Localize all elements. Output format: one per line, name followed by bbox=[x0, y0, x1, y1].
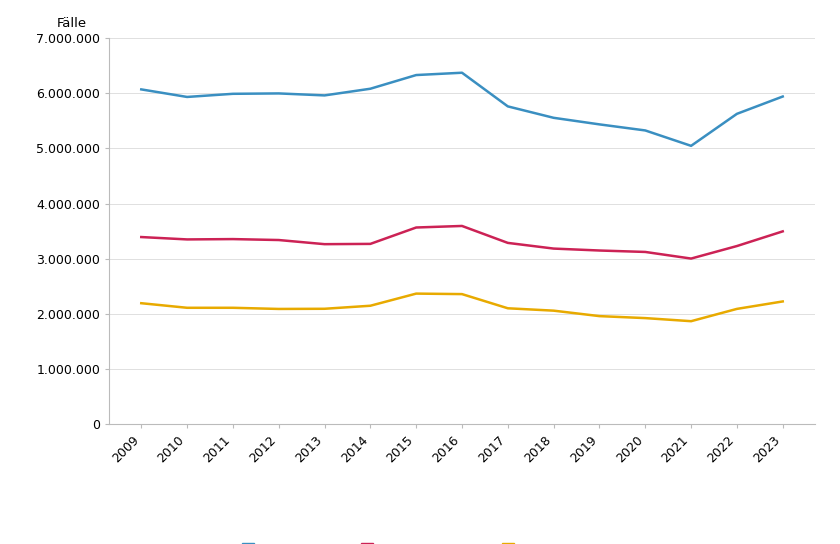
Tatverdächtige insgesamt bbox=[136, 300, 146, 306]
aufgeklärte Fälle bbox=[686, 255, 696, 262]
Line: erfasste Fälle: erfasste Fälle bbox=[141, 73, 783, 146]
erfasste Fälle bbox=[365, 85, 375, 92]
Tatverdächtige insgesamt bbox=[732, 306, 742, 312]
erfasste Fälle bbox=[136, 86, 146, 92]
erfasste Fälle bbox=[686, 143, 696, 149]
aufgeklärte Fälle bbox=[595, 248, 605, 254]
Tatverdächtige insgesamt bbox=[411, 290, 421, 297]
Tatverdächtige insgesamt bbox=[640, 315, 650, 322]
erfasste Fälle bbox=[182, 94, 192, 100]
aufgeklärte Fälle bbox=[549, 245, 559, 252]
Tatverdächtige insgesamt bbox=[457, 291, 467, 298]
aufgeklärte Fälle bbox=[182, 236, 192, 243]
Tatverdächtige insgesamt bbox=[686, 318, 696, 324]
Tatverdächtige insgesamt bbox=[182, 305, 192, 311]
erfasste Fälle bbox=[503, 103, 513, 110]
erfasste Fälle bbox=[319, 92, 329, 98]
aufgeklärte Fälle bbox=[274, 237, 284, 243]
Line: Tatverdächtige insgesamt: Tatverdächtige insgesamt bbox=[141, 294, 783, 321]
Tatverdächtige insgesamt bbox=[778, 298, 788, 305]
erfasste Fälle bbox=[549, 115, 559, 121]
Text: Fälle: Fälle bbox=[56, 17, 87, 30]
Tatverdächtige insgesamt bbox=[228, 305, 238, 311]
erfasste Fälle bbox=[457, 70, 467, 76]
Tatverdächtige insgesamt bbox=[274, 306, 284, 312]
aufgeklärte Fälle bbox=[457, 222, 467, 229]
erfasste Fälle bbox=[274, 90, 284, 97]
aufgeklärte Fälle bbox=[732, 243, 742, 249]
Tatverdächtige insgesamt bbox=[503, 305, 513, 312]
aufgeklärte Fälle bbox=[411, 224, 421, 231]
erfasste Fälle bbox=[778, 93, 788, 100]
erfasste Fälle bbox=[595, 121, 605, 128]
aufgeklärte Fälle bbox=[365, 240, 375, 247]
aufgeklärte Fälle bbox=[136, 234, 146, 240]
aufgeklärte Fälle bbox=[778, 228, 788, 234]
Tatverdächtige insgesamt bbox=[365, 302, 375, 309]
aufgeklärte Fälle bbox=[228, 236, 238, 243]
Tatverdächtige insgesamt bbox=[549, 307, 559, 314]
Tatverdächtige insgesamt bbox=[595, 313, 605, 319]
aufgeklärte Fälle bbox=[319, 241, 329, 248]
erfasste Fälle bbox=[411, 72, 421, 78]
Line: aufgeklärte Fälle: aufgeklärte Fälle bbox=[141, 226, 783, 258]
erfasste Fälle bbox=[640, 127, 650, 134]
erfasste Fälle bbox=[228, 90, 238, 97]
aufgeklärte Fälle bbox=[640, 249, 650, 255]
erfasste Fälle bbox=[732, 110, 742, 117]
aufgeklärte Fälle bbox=[503, 240, 513, 246]
Legend: erfasste Fälle, aufgeklärte Fälle, Tatverdächtige insgesamt: erfasste Fälle, aufgeklärte Fälle, Tatve… bbox=[235, 539, 689, 544]
Tatverdächtige insgesamt bbox=[319, 306, 329, 312]
